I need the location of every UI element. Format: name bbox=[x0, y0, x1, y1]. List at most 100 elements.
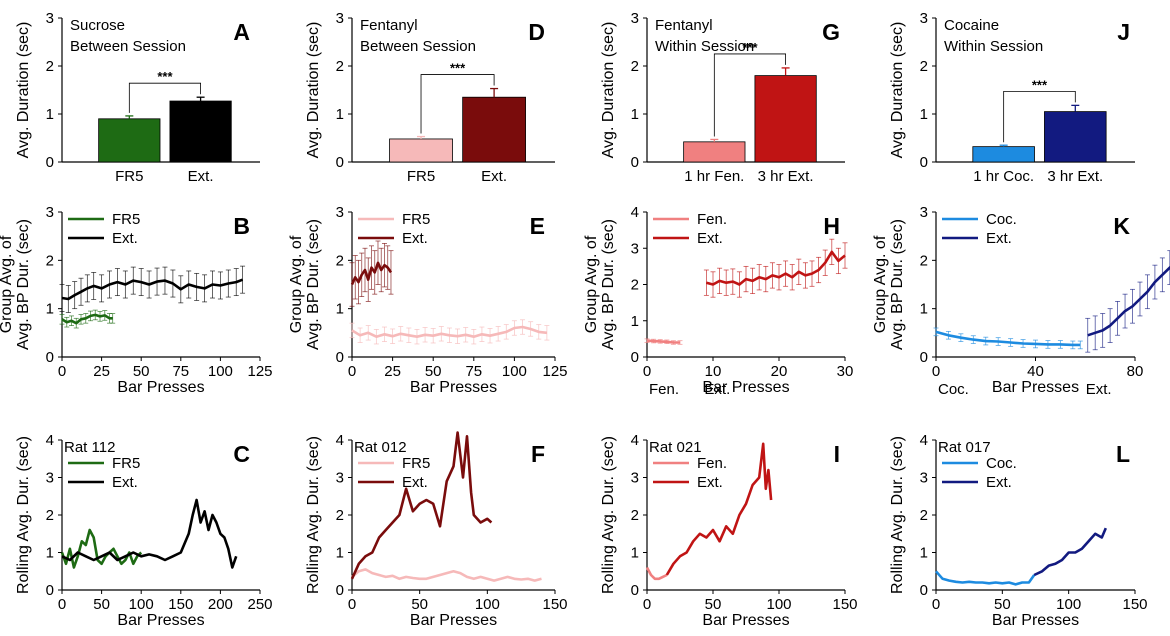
legend-label: FR5 bbox=[402, 211, 430, 228]
y-tick-label: 4 bbox=[920, 432, 928, 449]
x-tick-label: 50 bbox=[93, 596, 110, 613]
x-tick-label: 150 bbox=[542, 596, 567, 613]
category-label: 1 hr Coc. bbox=[973, 168, 1034, 185]
x-tick-label: 40 bbox=[1027, 363, 1044, 380]
series-line bbox=[935, 570, 1036, 586]
panel-L: 0 1 2 3 4 0 50 100 150 Rolling Avg. Dur. (sec) Bar… bbox=[889, 432, 1148, 629]
sub-x-label: Ext. bbox=[1086, 381, 1112, 398]
category-label: FR5 bbox=[115, 168, 143, 185]
y-tick-label: 4 bbox=[336, 432, 344, 449]
rat-annotation: Rat 112 bbox=[64, 439, 115, 456]
x-tick-label: 80 bbox=[1127, 363, 1144, 380]
significance-label: *** bbox=[157, 69, 173, 84]
legend-label: Ext. bbox=[402, 230, 428, 247]
x-tick-label: 30 bbox=[837, 363, 854, 380]
x-tick-label: 100 bbox=[1056, 596, 1081, 613]
panel-letter: D bbox=[528, 19, 545, 45]
bar bbox=[389, 138, 453, 163]
y-tick-label: 3 bbox=[46, 10, 54, 27]
y-axis-label: Avg. BP Dur. (sec) bbox=[15, 219, 32, 350]
y-tick-label: 0 bbox=[631, 154, 639, 171]
x-axis-label: Bar Presses bbox=[992, 379, 1079, 396]
panel-E: 0 1 2 3 0 25 50 75 100 125 Group Avg. of Avg. BP Du… bbox=[288, 204, 568, 396]
y-tick-label: 0 bbox=[920, 349, 928, 366]
y-tick-label: 0 bbox=[631, 582, 639, 599]
panel-K: 0 1 2 3 0 40 80 Group Avg. of Avg. BP Dur. (sec)… bbox=[872, 204, 1170, 398]
y-axis-label: Rolling Avg. Dur. (sec) bbox=[889, 436, 906, 594]
x-tick-label: 50 bbox=[411, 596, 428, 613]
legend-label: FR5 bbox=[402, 455, 430, 472]
significance-bracket bbox=[1003, 90, 1076, 143]
category-label: 3 hr Ext. bbox=[1047, 168, 1103, 185]
y-tick-label: 2 bbox=[336, 252, 344, 269]
x-tick-label: 0 bbox=[348, 596, 356, 613]
x-tick-label: 50 bbox=[425, 363, 442, 380]
x-axis-label: Bar Presses bbox=[117, 612, 204, 629]
y-tick-label: 2 bbox=[46, 507, 54, 524]
rat-annotation: Rat 021 bbox=[649, 439, 702, 456]
series-line bbox=[61, 498, 238, 569]
series-line bbox=[61, 313, 113, 325]
x-axis-label: Bar Presses bbox=[992, 612, 1079, 629]
y-tick-label: 1 bbox=[46, 301, 54, 318]
panel-title: Between Session bbox=[360, 38, 476, 55]
y-axis-label: Group Avg. of bbox=[288, 235, 305, 333]
y-tick-label: 1 bbox=[46, 106, 54, 123]
panel-letter: L bbox=[1116, 441, 1130, 467]
rat-annotation: Rat 017 bbox=[938, 439, 991, 456]
x-tick-label: 50 bbox=[705, 596, 722, 613]
category-label: Ext. bbox=[188, 168, 214, 185]
y-axis-label: Avg. Duration (sec) bbox=[889, 22, 906, 159]
series-line bbox=[60, 528, 143, 569]
x-tick-label: 125 bbox=[247, 363, 272, 380]
x-tick-label: 0 bbox=[58, 596, 66, 613]
panel-title: Fentanyl bbox=[655, 17, 713, 34]
panel-letter: J bbox=[1117, 19, 1130, 45]
legend-label: Fen. bbox=[697, 211, 727, 228]
y-axis-label: Avg. Duration (sec) bbox=[305, 22, 322, 159]
panel-title: Between Session bbox=[70, 38, 186, 55]
bar bbox=[98, 118, 161, 163]
y-tick-label: 2 bbox=[631, 58, 639, 75]
series-line bbox=[1087, 265, 1170, 337]
x-axis-label: Bar Presses bbox=[410, 612, 497, 629]
x-tick-label: 100 bbox=[129, 596, 154, 613]
x-tick-label: 50 bbox=[994, 596, 1011, 613]
x-tick-label: 250 bbox=[247, 596, 272, 613]
y-tick-label: 1 bbox=[336, 545, 344, 562]
y-tick-label: 0 bbox=[336, 582, 344, 599]
y-tick-label: 2 bbox=[631, 277, 639, 294]
panel-title: Sucrose bbox=[70, 17, 125, 34]
y-tick-label: 3 bbox=[336, 204, 344, 221]
y-tick-label: 0 bbox=[336, 154, 344, 171]
y-tick-label: 2 bbox=[920, 507, 928, 524]
legend-label: Coc. bbox=[986, 211, 1017, 228]
y-axis-label: Avg. BP Dur. (sec) bbox=[305, 219, 322, 350]
series-line bbox=[935, 330, 1081, 347]
y-tick-label: 3 bbox=[920, 470, 928, 487]
category-label: 1 hr Fen. bbox=[684, 168, 744, 185]
y-tick-label: 0 bbox=[46, 154, 54, 171]
x-tick-label: 0 bbox=[348, 363, 356, 380]
legend-label: Ext. bbox=[986, 230, 1012, 247]
category-label: FR5 bbox=[407, 168, 435, 185]
y-axis-label: Group Avg. of bbox=[0, 235, 15, 333]
panel-letter: H bbox=[823, 213, 840, 239]
y-tick-label: 2 bbox=[631, 507, 639, 524]
y-tick-label: 0 bbox=[631, 349, 639, 366]
x-tick-label: 75 bbox=[172, 363, 189, 380]
significance-bracket bbox=[420, 74, 495, 134]
y-tick-label: 4 bbox=[631, 204, 639, 221]
y-tick-label: 3 bbox=[920, 10, 928, 27]
x-tick-label: 125 bbox=[542, 363, 567, 380]
panel-H: 0 1 2 3 4 0 10 20 30 Group Avg. of Avg. BP Dur. (s… bbox=[583, 204, 853, 398]
legend-label: Ext. bbox=[697, 474, 723, 491]
series-line bbox=[706, 250, 846, 286]
y-axis-label: Rolling Avg. Dur. (sec) bbox=[15, 436, 32, 594]
y-tick-label: 4 bbox=[46, 432, 54, 449]
x-tick-label: 0 bbox=[643, 363, 651, 380]
y-tick-label: 3 bbox=[631, 240, 639, 257]
x-tick-label: 100 bbox=[208, 363, 233, 380]
y-tick-label: 3 bbox=[46, 204, 54, 221]
x-tick-label: 0 bbox=[643, 596, 651, 613]
